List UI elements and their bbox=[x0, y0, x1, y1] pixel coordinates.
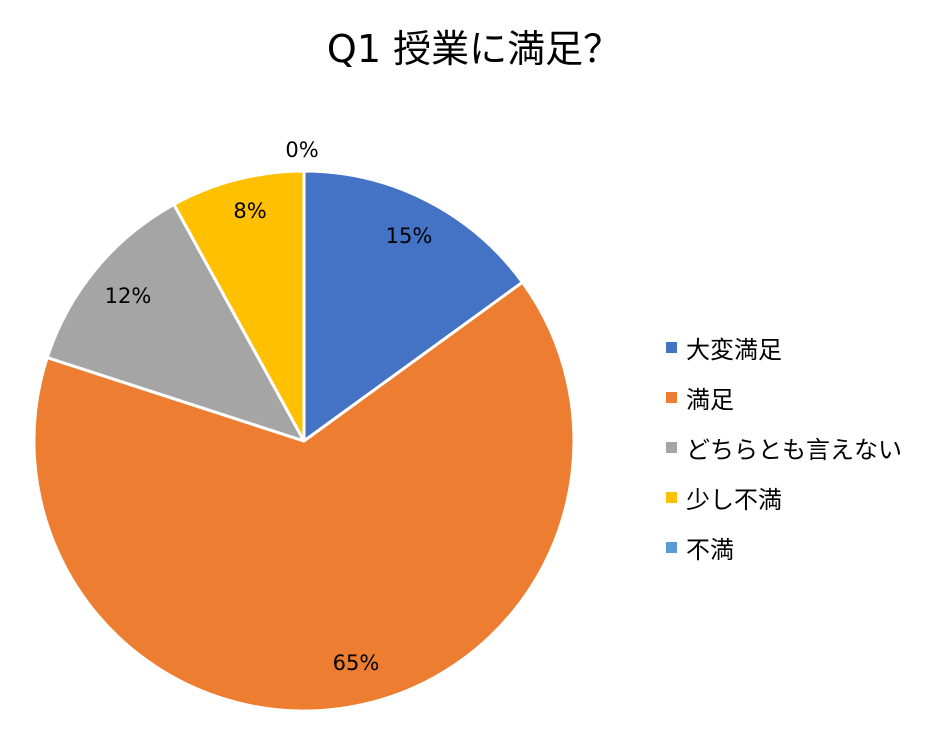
legend-item-dissatisfied: 不満 bbox=[666, 522, 902, 572]
legend-item-neutral: どちらとも言えない bbox=[666, 422, 902, 472]
data-label-neutral: 12% bbox=[105, 284, 152, 308]
pie-slice-very-satisfied bbox=[302, 169, 524, 443]
data-label-satisfied: 65% bbox=[333, 651, 380, 675]
chart-title: Q1 授業に満足？ bbox=[326, 27, 622, 71]
legend-item-slightly-dissatisfied: 少し不満 bbox=[666, 472, 902, 522]
legend-label: 少し不満 bbox=[686, 485, 782, 514]
pie-data-labels: 15% 65% 12% 8% 0% bbox=[105, 138, 433, 675]
data-label-very-satisfied: 15% bbox=[386, 224, 433, 248]
legend-label: どちらとも言えない bbox=[686, 435, 902, 464]
legend-swatch bbox=[666, 541, 677, 553]
pie-slice-neutral bbox=[45, 202, 306, 443]
legend-label: 不満 bbox=[686, 535, 734, 564]
legend-label: 大変満足 bbox=[686, 335, 782, 364]
legend: 大変満足 満足 どちらとも言えない 少し不満 不満 bbox=[666, 322, 902, 572]
legend-swatch bbox=[666, 441, 677, 453]
pie-slices bbox=[32, 169, 576, 713]
data-label-dissatisfied: 0% bbox=[285, 138, 318, 162]
legend-item-very-satisfied: 大変満足 bbox=[666, 322, 902, 372]
legend-item-satisfied: 満足 bbox=[666, 372, 902, 422]
legend-swatch bbox=[666, 391, 677, 403]
legend-swatch bbox=[666, 491, 677, 503]
legend-swatch bbox=[666, 341, 677, 353]
pie-slice-slightly-dissatisfied bbox=[172, 169, 306, 443]
legend-label: 満足 bbox=[686, 385, 734, 414]
pie-slice-satisfied bbox=[32, 280, 576, 713]
data-label-slightly-dissatisfied: 8% bbox=[233, 199, 266, 223]
